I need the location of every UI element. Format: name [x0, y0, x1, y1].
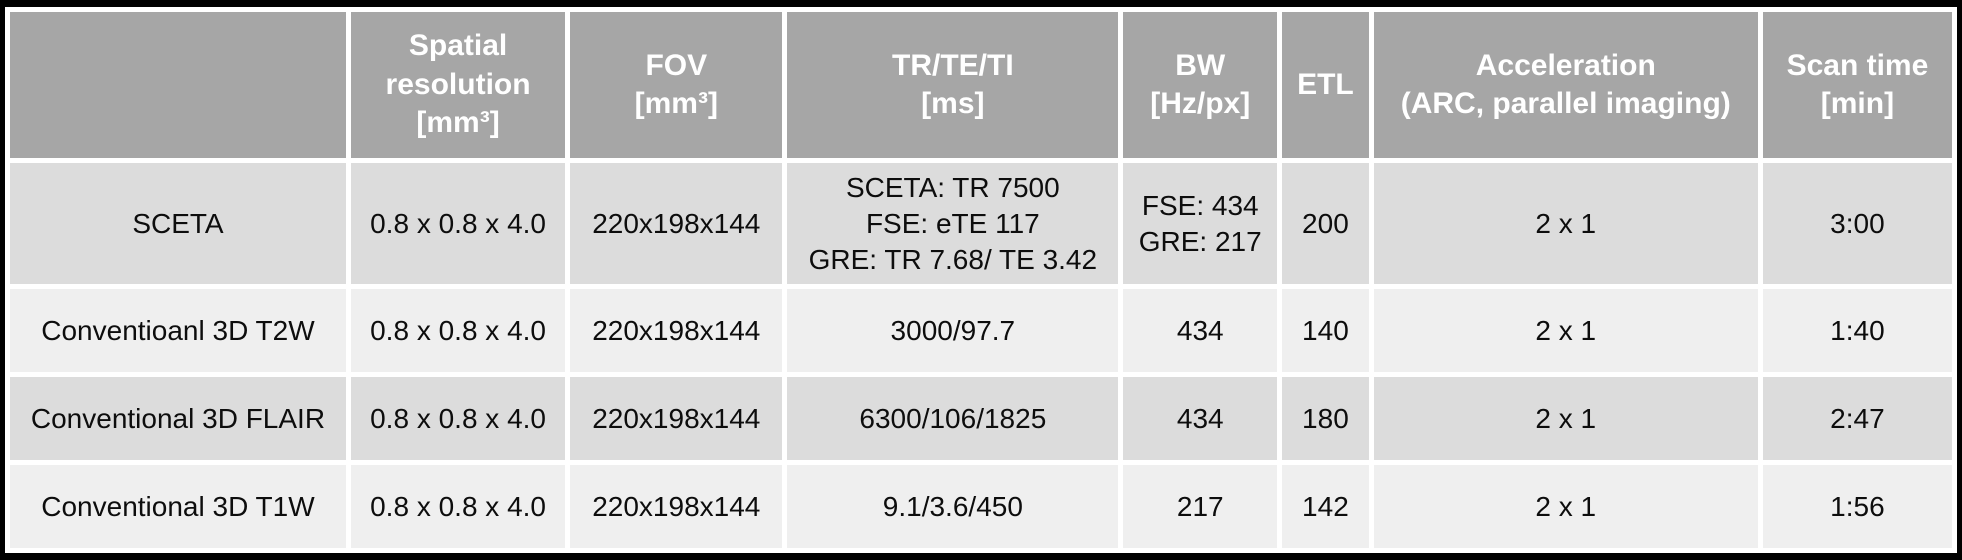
cell-etl: 180 — [1282, 377, 1369, 461]
cell-acceleration: 2 x 1 — [1373, 465, 1758, 548]
column-header-spatial-resolution: Spatial resolution [mm³] — [350, 12, 566, 158]
table-row-conventional-3d-t2w: Conventioanl 3D T2W 0.8 x 0.8 x 4.0 220x… — [10, 289, 1952, 373]
cell-acceleration: 2 x 1 — [1373, 163, 1758, 285]
cell-tr-te-ti: SCETA: TR 7500 FSE: eTE 117 GRE: TR 7.68… — [787, 163, 1119, 285]
cell-etl: 140 — [1282, 289, 1369, 373]
column-header-bw: BW [Hz/px] — [1123, 12, 1278, 158]
cell-fov: 220x198x144 — [570, 465, 783, 548]
cell-bw: FSE: 434 GRE: 217 — [1123, 163, 1278, 285]
cell-fov: 220x198x144 — [570, 377, 783, 461]
row-label: Conventioanl 3D T2W — [10, 289, 346, 373]
cell-tr-te-ti: 9.1/3.6/450 — [787, 465, 1119, 548]
header-row: Spatial resolution [mm³] FOV [mm³] TR/TE… — [10, 12, 1952, 158]
cell-bw: 434 — [1123, 377, 1278, 461]
cell-spatial-resolution: 0.8 x 0.8 x 4.0 — [350, 163, 566, 285]
cell-tr-te-ti: 6300/106/1825 — [787, 377, 1119, 461]
cell-etl: 200 — [1282, 163, 1369, 285]
cell-bw: 217 — [1123, 465, 1278, 548]
cell-acceleration: 2 x 1 — [1373, 289, 1758, 373]
cell-bw: 434 — [1123, 289, 1278, 373]
column-header-sequence — [10, 12, 346, 158]
row-label: Conventional 3D FLAIR — [10, 377, 346, 461]
cell-spatial-resolution: 0.8 x 0.8 x 4.0 — [350, 289, 566, 373]
cell-etl: 142 — [1282, 465, 1369, 548]
cell-scan-time: 2:47 — [1762, 377, 1952, 461]
column-header-scan-time: Scan time [min] — [1762, 12, 1952, 158]
cell-spatial-resolution: 0.8 x 0.8 x 4.0 — [350, 465, 566, 548]
cell-scan-time: 1:40 — [1762, 289, 1952, 373]
cell-scan-time: 1:56 — [1762, 465, 1952, 548]
table-row-sceta: SCETA 0.8 x 0.8 x 4.0 220x198x144 SCETA:… — [10, 163, 1952, 285]
cell-fov: 220x198x144 — [570, 163, 783, 285]
table-row-conventional-3d-flair: Conventional 3D FLAIR 0.8 x 0.8 x 4.0 22… — [10, 377, 1952, 461]
cell-spatial-resolution: 0.8 x 0.8 x 4.0 — [350, 377, 566, 461]
table-row-conventional-3d-t1w: Conventional 3D T1W 0.8 x 0.8 x 4.0 220x… — [10, 465, 1952, 548]
column-header-tr-te-ti: TR/TE/TI [ms] — [787, 12, 1119, 158]
cell-tr-te-ti: 3000/97.7 — [787, 289, 1119, 373]
column-header-acceleration: Acceleration (ARC, parallel imaging) — [1373, 12, 1758, 158]
row-label: Conventional 3D T1W — [10, 465, 346, 548]
cell-scan-time: 3:00 — [1762, 163, 1952, 285]
column-header-etl: ETL — [1282, 12, 1369, 158]
cell-acceleration: 2 x 1 — [1373, 377, 1758, 461]
cell-fov: 220x198x144 — [570, 289, 783, 373]
row-label: SCETA — [10, 163, 346, 285]
column-header-fov: FOV [mm³] — [570, 12, 783, 158]
